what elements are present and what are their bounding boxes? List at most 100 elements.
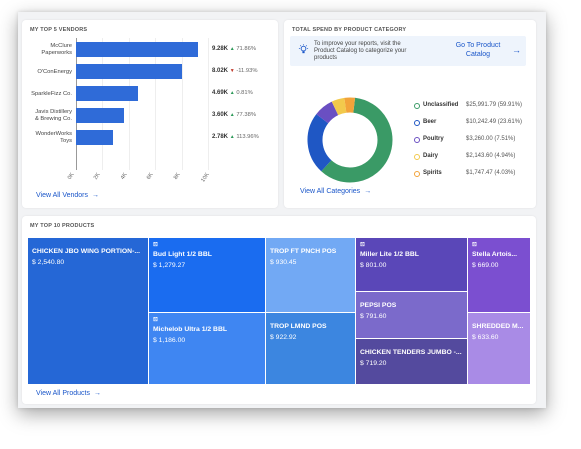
product-amount: $ 801.00	[360, 262, 387, 269]
arrow-right-icon: →	[93, 390, 101, 397]
vendor-name-line: WonderWorks	[35, 131, 72, 137]
product-tile[interactable]: ⛾ Bud Light 1/2 BBL $ 1,279.27	[149, 238, 265, 312]
x-tick-label: 0K	[66, 172, 76, 181]
spend-by-category-card: TOTAL SPEND BY PRODUCT CATEGORY To impro…	[284, 20, 536, 208]
vendor-name: SparkleFizz Co.	[28, 91, 72, 98]
x-tick-label: 10K	[200, 172, 211, 184]
product-tile[interactable]: CHICKEN JBO WING PORTION-... $ 2,540.80	[28, 238, 148, 384]
product-name: Bud Light 1/2 BBL	[153, 251, 212, 258]
vendor-name-line: SparkleFizz Co.	[31, 91, 72, 97]
trend-up-icon: ▲	[229, 134, 235, 140]
vendor-name: Javis Distillery & Brewing Co.	[28, 109, 72, 122]
catalog-banner: To improve your reports, visit the Produ…	[290, 36, 526, 66]
product-amount: $ 791.60	[360, 313, 387, 320]
donut-slice[interactable]	[316, 101, 339, 124]
top-vendors-title: MY TOP 5 VENDORS	[30, 27, 88, 33]
category-donut-chart	[307, 97, 393, 183]
view-all-products-label: View All Products	[36, 390, 90, 397]
product-name: TROP FT PNCH POS	[270, 248, 337, 255]
view-all-products-link[interactable]: View All Products →	[36, 390, 101, 397]
vendor-bar[interactable]	[76, 42, 199, 57]
product-name: Stella Artois...	[472, 251, 518, 258]
product-amount: $ 922.92	[270, 334, 297, 341]
legend-category-name: Poultry	[423, 136, 444, 142]
product-name: CHICKEN TENDERS JUMBO -...	[360, 349, 462, 356]
beer-mug-icon: ⛾	[153, 242, 158, 248]
product-tile[interactable]: SHREDDED M... $ 633.60	[468, 313, 530, 384]
vendor-amount: 8.02K ▼ -11.93%	[212, 68, 257, 74]
vendor-change-pct: 113.96%	[236, 134, 259, 140]
spend-by-category-title: TOTAL SPEND BY PRODUCT CATEGORY	[292, 27, 407, 33]
top-products-card: MY TOP 10 PRODUCTS CHICKEN JBO WING PORT…	[22, 216, 536, 404]
product-amount: $ 1,279.27	[153, 262, 186, 269]
product-name: PEPSI POS	[360, 302, 397, 309]
product-name: CHICKEN JBO WING PORTION-...	[32, 248, 140, 255]
product-amount: $ 719.20	[360, 360, 387, 367]
legend-category-amount: $2,143.60 (4.94%)	[466, 153, 516, 159]
product-name: Michelob Ultra 1/2 BBL	[153, 326, 228, 333]
vendor-name: McClure Paperworks	[28, 43, 72, 56]
view-all-vendors-link[interactable]: View All Vendors →	[36, 192, 99, 199]
top-vendors-card: MY TOP 5 VENDORS 0K 2K 4K 6K 8K 10K McClure Pap…	[22, 20, 278, 208]
x-tick-label: 6K	[146, 172, 155, 181]
view-all-vendors-label: View All Vendors	[36, 192, 89, 199]
vendor-change-pct: 77.38%	[236, 112, 256, 118]
view-all-categories-link[interactable]: View All Categories →	[300, 188, 371, 195]
legend-category-name: Unclassified	[423, 102, 459, 108]
beer-mug-icon: ⛾	[360, 242, 365, 248]
legend-swatch-icon	[414, 137, 420, 143]
vendor-amount-value: 3.60K	[212, 112, 229, 118]
legend-category-amount: $3,260.00 (7.51%)	[466, 136, 516, 142]
legend-category-name: Spirits	[423, 170, 442, 176]
product-tile[interactable]: ⛾ Michelob Ultra 1/2 BBL $ 1,186.00	[149, 313, 265, 384]
legend-category-amount: $10,242.49 (23.61%)	[466, 119, 523, 125]
legend-category-amount: $25,991.79 (59.91%)	[466, 102, 523, 108]
legend-swatch-icon	[414, 120, 420, 126]
grid-line	[128, 38, 130, 170]
vendor-amount-value: 2.78K	[212, 134, 229, 140]
donut-slice[interactable]	[321, 97, 393, 183]
beer-mug-icon: ⛾	[472, 242, 477, 248]
product-tile[interactable]: PEPSI POS $ 791.60	[356, 292, 467, 338]
vendor-bar[interactable]	[76, 86, 138, 101]
vendor-change-pct: -11.93%	[236, 68, 258, 74]
product-tile[interactable]: TROP LMND POS $ 922.92	[266, 313, 355, 384]
grid-line	[181, 38, 183, 170]
vendor-bar[interactable]	[76, 130, 113, 145]
trend-up-icon: ▲	[229, 112, 235, 118]
x-tick-label: 8K	[172, 172, 182, 181]
vendor-amount: 3.60K ▲ 77.38%	[212, 112, 256, 118]
view-all-categories-label: View All Categories	[300, 188, 361, 195]
vendor-name-line: Toys	[60, 137, 72, 144]
top-products-title: MY TOP 10 PRODUCTS	[30, 223, 95, 229]
grid-line	[208, 38, 209, 170]
vendor-name-line: McClure	[50, 43, 72, 49]
trend-down-icon: ▼	[229, 68, 235, 74]
arrow-right-icon[interactable]: →	[512, 45, 521, 55]
dashboard-window: MY TOP 5 VENDORS 0K 2K 4K 6K 8K 10K McClure Pap…	[18, 12, 546, 408]
arrow-right-icon: →	[364, 188, 372, 195]
donut-slice[interactable]	[307, 114, 332, 172]
trend-up-icon: ▲	[229, 46, 235, 52]
product-tile[interactable]: ⛾ Miller Lite 1/2 BBL $ 801.00	[356, 238, 467, 291]
product-amount: $ 669.00	[472, 262, 499, 269]
product-amount: $ 930.45	[270, 259, 297, 266]
product-tile[interactable]: CHICKEN TENDERS JUMBO -... $ 719.20	[356, 339, 467, 384]
vendor-amount-value: 8.02K	[212, 68, 229, 74]
grid-line	[155, 38, 157, 170]
product-tile[interactable]: ⛾ Stella Artois... $ 669.00	[468, 238, 530, 312]
product-amount: $ 1,186.00	[153, 337, 186, 344]
legend-swatch-icon	[414, 171, 420, 177]
vendor-amount-value: 9.28K	[212, 46, 229, 52]
go-to-product-catalog-link[interactable]: Go To Product Catalog	[455, 42, 501, 58]
trend-up-icon: ▲	[229, 90, 235, 96]
vendor-bar[interactable]	[76, 64, 182, 79]
vendor-name-line: Javis Distillery	[35, 109, 72, 115]
vendor-amount: 2.78K ▲ 113.96%	[212, 134, 259, 140]
vendor-bar[interactable]	[76, 108, 124, 123]
vendor-name-line: & Brewing Co.	[34, 115, 72, 122]
lightbulb-icon	[298, 44, 309, 54]
grid-line	[102, 38, 104, 170]
product-tile[interactable]: TROP FT PNCH POS $ 930.45	[266, 238, 355, 312]
donut-slice[interactable]	[331, 97, 347, 116]
